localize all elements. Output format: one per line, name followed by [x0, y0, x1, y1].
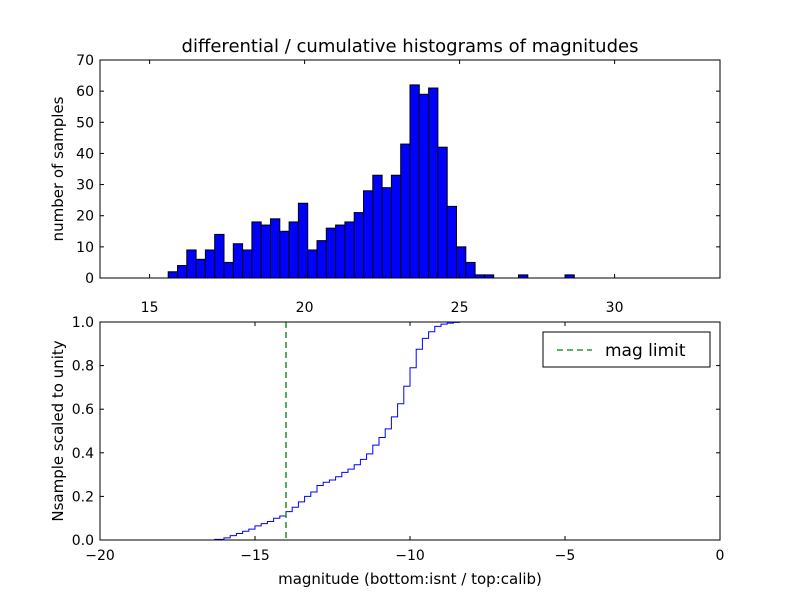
bottom-y-tick-label: 1.0	[72, 315, 94, 331]
top-y-tick-label: 40	[76, 146, 94, 162]
top-x-tick-label: 15	[141, 300, 159, 316]
bottom-axes-frame	[99, 321, 721, 541]
histogram-bar	[251, 221, 262, 279]
histogram-bar	[390, 174, 402, 279]
top-axis-ticks: 0 10 20 30 40 50 60 70 15 20 25 30	[76, 53, 720, 316]
histogram-bar	[344, 221, 355, 279]
histogram-bar	[186, 249, 197, 279]
bottom-y-tick-label: 0.4	[72, 446, 94, 462]
legend: mag limit	[542, 331, 711, 368]
histogram-bar	[409, 84, 420, 279]
histogram-bar	[456, 246, 467, 279]
top-x-tick-label: 20	[296, 300, 314, 316]
histogram-bar	[260, 224, 272, 279]
histogram-bar	[353, 212, 365, 279]
histogram-bar	[418, 93, 430, 279]
top-y-tick-label: 20	[76, 209, 94, 225]
histogram-bar	[204, 249, 216, 279]
histogram-bar	[167, 271, 178, 279]
bottom-y-axis-label: Nsample scaled to unity	[49, 340, 67, 521]
histogram-bar	[297, 202, 309, 279]
histogram-bar	[400, 143, 411, 279]
histogram-bar	[307, 249, 318, 279]
bottom-x-tick-label: −10	[395, 548, 425, 564]
top-x-tick-label: 30	[606, 300, 624, 316]
histogram-bar	[335, 224, 346, 279]
histogram-bar	[279, 230, 290, 279]
top-y-tick-label: 70	[76, 53, 94, 69]
bottom-y-tick-label: 0.2	[72, 489, 94, 505]
histogram-bar	[223, 261, 234, 279]
bottom-x-tick-label: −20	[85, 548, 115, 564]
bottom-y-tick-label: 0.6	[72, 402, 94, 418]
histogram-bar	[363, 190, 374, 279]
top-y-tick-label: 60	[76, 84, 94, 100]
histogram-bar	[270, 218, 281, 279]
bottom-x-tick-label: −15	[240, 548, 270, 564]
histogram-bar	[242, 249, 253, 279]
histogram-bar	[316, 240, 327, 279]
top-y-tick-label: 50	[76, 115, 94, 131]
histogram-bar	[214, 233, 225, 279]
histogram-bar	[232, 243, 244, 279]
legend-mag-limit-label: mag limit	[605, 341, 686, 361]
bottom-cumulative-panel: 0.0 0.2 0.4 0.6 0.8 1.0 −20 −15 −10 −5 0 magnitude…	[49, 315, 724, 588]
histogram-bar	[325, 227, 337, 279]
top-y-tick-label: 0	[85, 271, 94, 287]
bottom-y-tick-label: 0.8	[72, 359, 94, 375]
histogram-bar	[381, 187, 392, 279]
histogram-bars	[167, 84, 575, 279]
histogram-bar	[195, 258, 206, 279]
top-y-axis-label: number of samples	[49, 96, 67, 241]
top-y-tick-label: 30	[76, 178, 94, 194]
bottom-x-tick-label: 0	[716, 548, 725, 564]
histogram-bar	[288, 221, 299, 279]
histogram-bar	[465, 261, 476, 279]
top-y-tick-label: 10	[76, 240, 94, 256]
histogram-bar	[437, 146, 448, 279]
histogram-bar	[428, 87, 439, 279]
histogram-bar	[372, 174, 383, 279]
bottom-x-axis-label: magnitude (bottom:isnt / top:calib)	[278, 570, 542, 588]
bottom-x-tick-label: −5	[555, 548, 576, 564]
chart-title: differential / cumulative histograms of …	[182, 36, 639, 57]
histogram-bar	[446, 205, 458, 279]
histogram-bar	[177, 265, 188, 279]
top-x-tick-label: 25	[451, 300, 469, 316]
top-axes-frame	[99, 59, 721, 279]
top-histogram-panel: differential / cumulative histograms of …	[49, 36, 721, 316]
bottom-y-tick-label: 0.0	[72, 533, 94, 549]
cumulative-step-line	[100, 321, 721, 541]
